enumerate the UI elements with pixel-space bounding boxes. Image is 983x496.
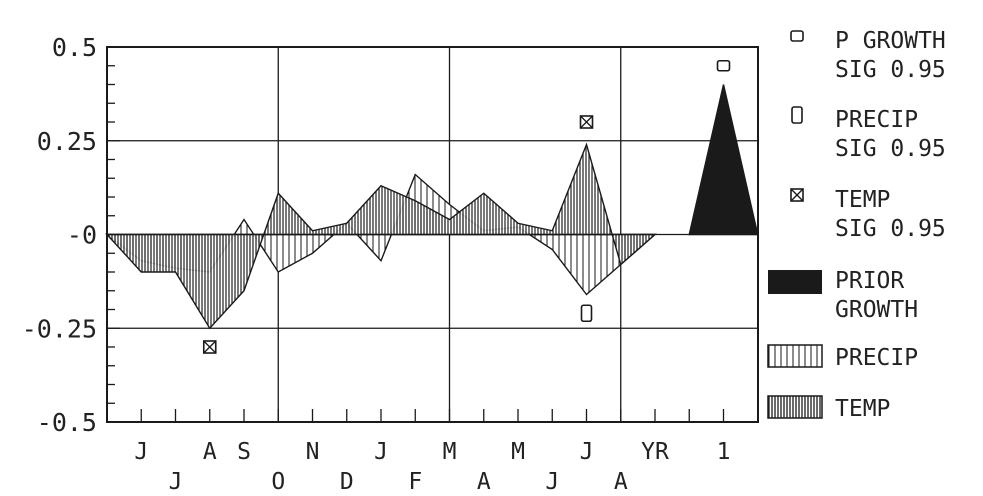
x-tick-label: A — [203, 439, 217, 465]
x-tick-label: S — [237, 439, 251, 465]
legend-label: PRIOR — [835, 268, 904, 294]
legend-item-precip: PRECIP — [767, 344, 918, 371]
marker-cross — [580, 115, 593, 129]
legend-swatch-temp — [767, 395, 823, 419]
y-tick-label: 0.25 — [37, 127, 97, 156]
legend-symbol — [790, 188, 804, 202]
legend-item-prior: PRIOR GROWTH — [768, 268, 918, 323]
marker-cross — [790, 188, 804, 202]
x-tick-label: J — [134, 439, 148, 465]
x-tick-label: J — [580, 439, 594, 465]
legend-item-growth-sig: P GROWTH SIG 0.95 — [790, 28, 946, 83]
legend-item-temp-sig: TEMP SIG 0.95 — [790, 187, 946, 242]
x-tick-label: J — [374, 439, 388, 465]
legend-swatch-prior-growth — [768, 270, 822, 294]
legend-label: SIG 0.95 — [835, 216, 946, 242]
x-tick-label: M — [511, 439, 525, 465]
temp-sig-marker — [579, 115, 594, 129]
x-tick-label: A — [477, 469, 491, 495]
y-tick-labels: 0.5 0.25 -0 -0.25 -0.5 — [22, 33, 97, 437]
x-tick-label: D — [340, 469, 354, 495]
x-tick-label: M — [443, 439, 457, 465]
y-tick-label: 0.5 — [52, 33, 97, 62]
legend-item-temp: TEMP — [767, 395, 890, 422]
precip-sig-marker — [580, 304, 593, 323]
legend-label: PRECIP — [835, 345, 918, 371]
growth-sig-marker — [716, 59, 731, 72]
legend-label: P GROWTH — [835, 28, 946, 54]
legend-label: SIG 0.95 — [835, 57, 946, 83]
temp-series-area — [105, 142, 657, 330]
significance-markers — [202, 59, 731, 354]
legend-label: SIG 0.95 — [835, 136, 946, 162]
legend: P GROWTH SIG 0.95 PRECIP SIG 0.95 TEMP SIG 0.… — [767, 28, 946, 422]
x-tick-label: J — [545, 469, 559, 495]
marker-cross — [203, 340, 217, 354]
x-tick-label: YR — [641, 439, 669, 465]
legend-swatch-precip — [767, 344, 823, 368]
y-tick-label: -0 — [67, 221, 97, 250]
x-tick-label: A — [614, 469, 628, 495]
y-tick-label: -0.5 — [37, 408, 97, 437]
x-tick-label: F — [408, 469, 422, 495]
temp-sig-marker — [202, 340, 217, 354]
series-areas — [104, 84, 759, 330]
x-tick-label: 1 — [717, 439, 731, 465]
legend-label: PRECIP — [835, 107, 918, 133]
axis-ticks — [107, 46, 725, 423]
prior-growth-series-area — [688, 84, 759, 236]
legend-label: GROWTH — [835, 297, 918, 323]
legend-symbol — [790, 30, 804, 42]
x-tick-label: J — [169, 469, 183, 495]
legend-item-precip-sig: PRECIP SIG 0.95 — [791, 106, 946, 162]
x-tick-label: N — [306, 439, 320, 465]
x-tick-label: O — [271, 469, 285, 495]
y-tick-label: -0.25 — [22, 314, 97, 343]
legend-label: TEMP — [835, 187, 890, 213]
legend-symbol — [791, 106, 803, 124]
legend-label: TEMP — [835, 396, 890, 422]
